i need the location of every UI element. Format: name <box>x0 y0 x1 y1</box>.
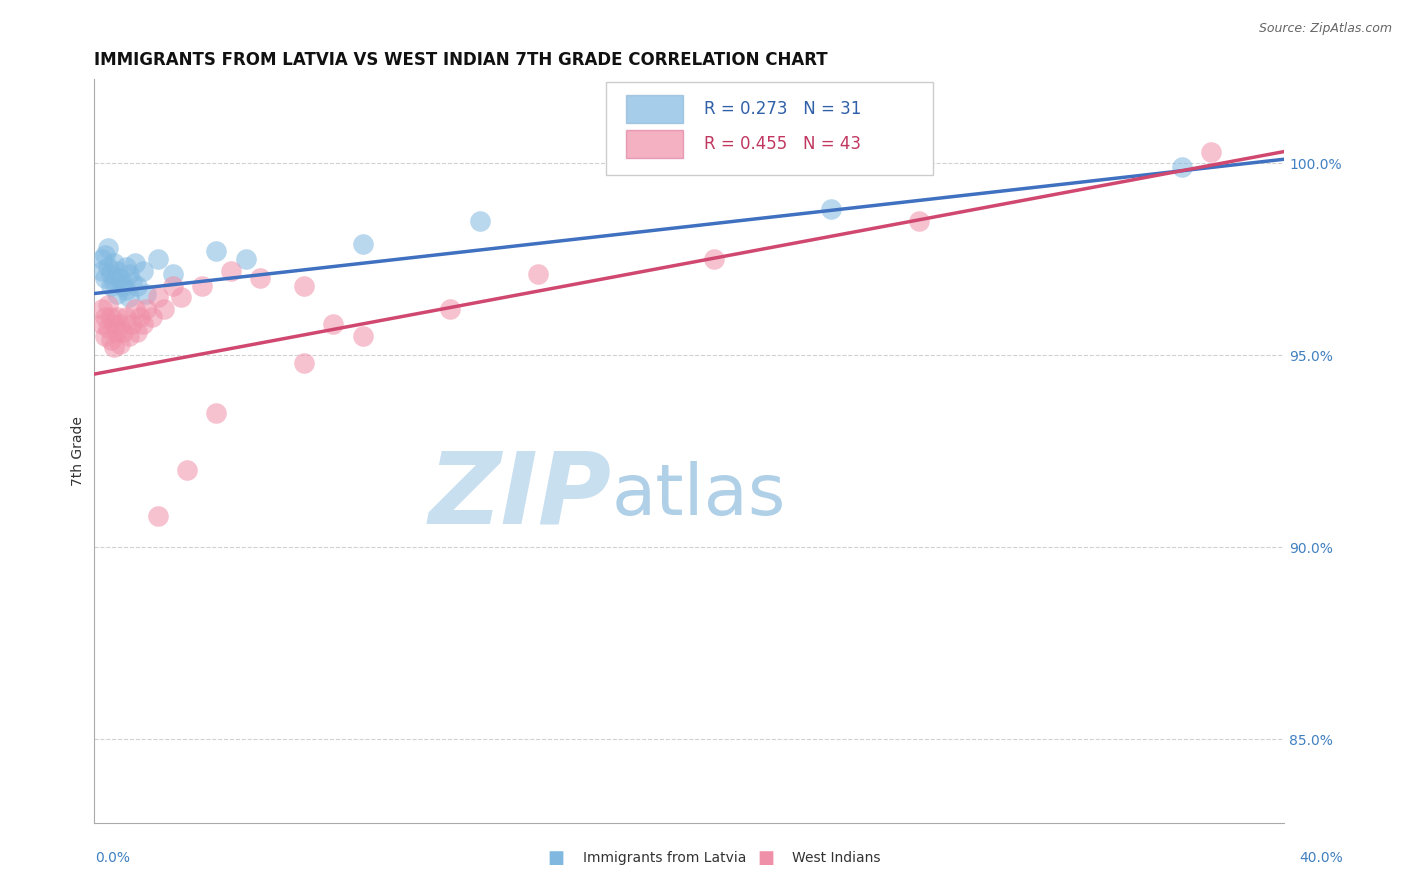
Point <box>146 290 169 304</box>
Point <box>124 256 146 270</box>
Point <box>121 275 143 289</box>
Point <box>114 310 136 324</box>
Point <box>292 356 315 370</box>
Point <box>105 325 128 339</box>
Point <box>118 268 141 282</box>
Point <box>352 328 374 343</box>
Point <box>105 286 128 301</box>
Point <box>439 301 461 316</box>
Point <box>162 268 184 282</box>
Point <box>114 260 136 274</box>
Point <box>114 283 136 297</box>
Y-axis label: 7th Grade: 7th Grade <box>72 416 86 486</box>
Point <box>91 318 114 332</box>
Point <box>94 328 117 343</box>
Text: R = 0.455   N = 43: R = 0.455 N = 43 <box>704 135 862 153</box>
FancyBboxPatch shape <box>626 130 683 158</box>
Point <box>118 290 141 304</box>
Point <box>820 202 842 216</box>
Text: Source: ZipAtlas.com: Source: ZipAtlas.com <box>1258 22 1392 36</box>
Text: IMMIGRANTS FROM LATVIA VS WEST INDIAN 7TH GRADE CORRELATION CHART: IMMIGRANTS FROM LATVIA VS WEST INDIAN 7T… <box>94 51 827 69</box>
Point <box>108 271 131 285</box>
Point <box>127 279 149 293</box>
Point <box>100 268 122 282</box>
Point <box>97 298 120 312</box>
Point <box>103 340 125 354</box>
Point <box>103 275 125 289</box>
Point <box>135 286 157 301</box>
Point <box>97 260 120 274</box>
Point <box>146 252 169 266</box>
Point <box>105 310 128 324</box>
Point <box>191 279 214 293</box>
Point <box>152 301 174 316</box>
Point <box>105 263 128 277</box>
Point <box>132 318 155 332</box>
Point <box>127 325 149 339</box>
Point <box>132 263 155 277</box>
Point <box>103 256 125 270</box>
Point <box>703 252 725 266</box>
Point <box>121 318 143 332</box>
Point <box>118 328 141 343</box>
Text: ■: ■ <box>547 849 564 867</box>
Point <box>205 244 228 259</box>
Point <box>162 279 184 293</box>
Point <box>124 301 146 316</box>
Text: ■: ■ <box>758 849 775 867</box>
Point <box>111 325 134 339</box>
FancyBboxPatch shape <box>606 82 934 176</box>
Point <box>91 263 114 277</box>
Text: 0.0%: 0.0% <box>96 851 131 865</box>
Point <box>352 236 374 251</box>
Point <box>91 301 114 316</box>
Text: Immigrants from Latvia: Immigrants from Latvia <box>583 851 747 865</box>
Text: 40.0%: 40.0% <box>1299 851 1343 865</box>
FancyBboxPatch shape <box>626 95 683 123</box>
Point <box>907 213 929 227</box>
Point <box>219 263 242 277</box>
Point <box>249 271 271 285</box>
Point <box>205 406 228 420</box>
Text: atlas: atlas <box>612 461 786 530</box>
Point <box>292 279 315 293</box>
Point <box>108 336 131 351</box>
Point <box>111 279 134 293</box>
Point <box>97 321 120 335</box>
Point <box>100 310 122 324</box>
Point <box>103 318 125 332</box>
Point <box>235 252 257 266</box>
Point <box>97 240 120 254</box>
Point <box>94 271 117 285</box>
Point <box>468 213 491 227</box>
Point <box>100 279 122 293</box>
Text: ZIP: ZIP <box>429 447 612 544</box>
Point <box>129 310 152 324</box>
Point <box>94 310 117 324</box>
Point <box>108 318 131 332</box>
Text: R = 0.273   N = 31: R = 0.273 N = 31 <box>704 100 862 118</box>
Point <box>141 310 163 324</box>
Point <box>1199 145 1222 159</box>
Point <box>322 318 344 332</box>
Point <box>1171 160 1194 174</box>
Point <box>94 248 117 262</box>
Point <box>91 252 114 266</box>
Text: West Indians: West Indians <box>792 851 880 865</box>
Point <box>100 333 122 347</box>
Point <box>527 268 550 282</box>
Point <box>176 463 198 477</box>
Point <box>170 290 193 304</box>
Point <box>146 509 169 524</box>
Point <box>135 301 157 316</box>
